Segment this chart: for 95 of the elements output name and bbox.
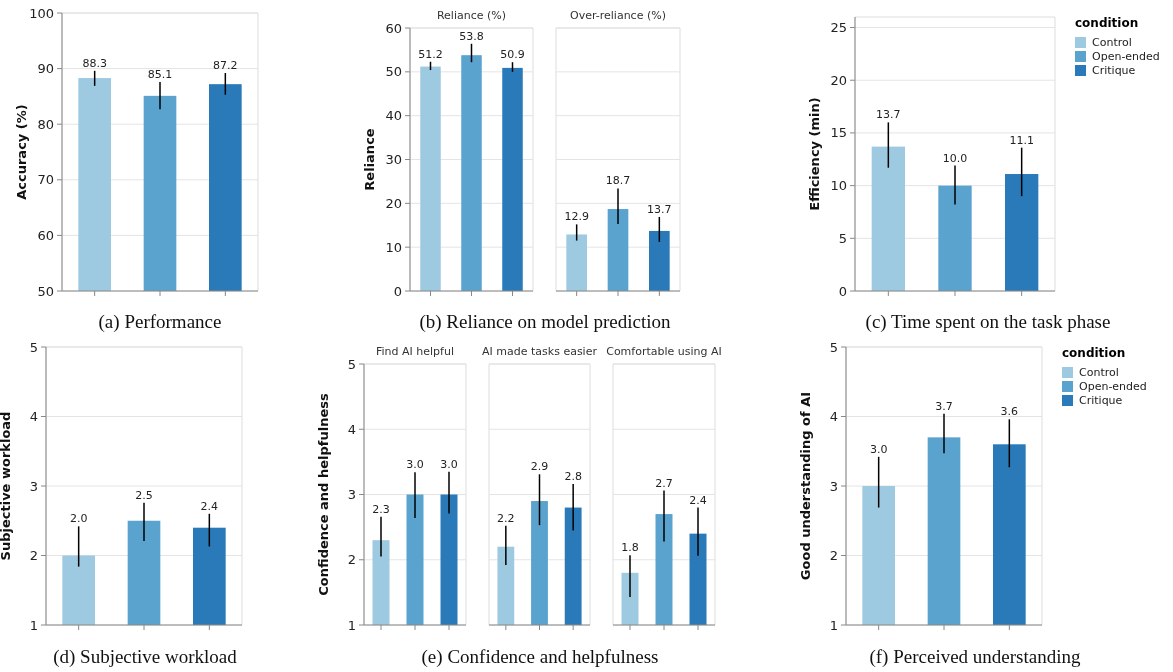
y-tick-label: 20 [830, 72, 847, 88]
data-label: 2.9 [530, 460, 549, 474]
text: (b) Reliance on model prediction [419, 311, 672, 333]
text: (f) Perceived understanding [869, 646, 1082, 668]
y-tick-label: 1 [347, 617, 356, 633]
data-label: 2.4 [200, 499, 219, 513]
y-axis-title: Efficiency (min) [807, 97, 822, 211]
legend-title: condition [1062, 345, 1126, 360]
legend-label: Control [1079, 366, 1119, 380]
y-tick-label: 2 [29, 548, 38, 564]
y-tick-label: 15 [830, 125, 847, 141]
y-tick-label: 20 [385, 195, 402, 211]
y-tick-label: 2 [829, 548, 838, 564]
x-tick-label: AI made tasks easier [482, 345, 598, 358]
y-tick-label: 70 [37, 172, 54, 188]
data-label: 2.7 [655, 476, 673, 490]
y-tick-label: 1 [829, 617, 838, 633]
data-label: 3.0 [440, 457, 458, 471]
y-tick-label: 30 [385, 152, 402, 168]
data-label: 10.0 [942, 151, 968, 165]
data-label: 2.8 [564, 470, 582, 484]
y-tick-label: 10 [385, 239, 402, 255]
text: (a) Performance [98, 311, 222, 333]
y-tick-label: 0 [838, 283, 847, 299]
data-label: 2.5 [135, 488, 153, 502]
y-tick-label: 2 [347, 552, 356, 568]
legend-label: Open-ended [1092, 50, 1160, 64]
bar [871, 146, 905, 291]
y-tick-label: 4 [29, 409, 38, 425]
bar [938, 185, 972, 291]
data-label: 85.1 [147, 67, 173, 81]
y-tick-label: 4 [829, 409, 838, 425]
data-label: 2.0 [69, 512, 88, 526]
x-tick-label: Find AI helpful [376, 345, 454, 358]
y-tick-label: 10 [830, 178, 847, 194]
data-label: 3.7 [935, 399, 953, 413]
y-axis-title: Subjective workload [0, 411, 13, 561]
y-tick-label: 5 [347, 356, 356, 372]
data-label: 11.1 [1009, 133, 1034, 147]
y-axis-title: Confidence and helpfulness [316, 393, 331, 596]
y-tick-label: 50 [37, 283, 54, 299]
data-label: 51.2 [418, 47, 443, 61]
y-tick-label: 25 [830, 20, 847, 36]
data-label: 18.7 [605, 174, 631, 188]
y-tick-label: 90 [37, 61, 54, 77]
bar [461, 55, 482, 291]
y-tick-label: 1 [29, 617, 38, 633]
x-tick-label: Reliance (%) [436, 9, 507, 22]
y-tick-label: 5 [29, 339, 38, 355]
x-tick-label: Comfortable using AI [606, 345, 722, 358]
y-tick-label: 4 [347, 421, 356, 437]
data-label: 1.8 [621, 541, 639, 555]
y-tick-label: 3 [347, 487, 356, 503]
data-label: 3.0 [406, 458, 424, 472]
data-label: 87.2 [213, 59, 238, 73]
text: (e) Confidence and helpfulness [421, 646, 659, 668]
data-label: 13.7 [647, 202, 672, 216]
legend-label: Critique [1079, 394, 1123, 408]
bar [649, 230, 670, 291]
legend-title: condition [1075, 15, 1139, 30]
y-tick-label: 80 [37, 116, 54, 132]
bar [1005, 174, 1039, 291]
data-label: 12.9 [564, 210, 589, 224]
data-label: 3.0 [869, 442, 888, 456]
bar [420, 66, 441, 291]
bar [566, 234, 587, 291]
data-label: 2.3 [372, 502, 390, 516]
data-label: 2.4 [689, 493, 707, 507]
y-tick-label: 0 [393, 283, 402, 299]
y-tick-label: 50 [385, 64, 402, 80]
y-tick-label: 5 [838, 230, 847, 246]
data-label: 88.3 [82, 56, 107, 70]
y-tick-label: 5 [829, 339, 838, 355]
y-tick-label: 60 [385, 20, 402, 36]
x-tick-label: Over-reliance (%) [570, 9, 666, 22]
bar [607, 209, 629, 291]
legend-label: Open-ended [1079, 380, 1147, 394]
y-tick-label: 40 [385, 108, 402, 124]
data-label: 53.8 [459, 29, 484, 43]
bar [502, 67, 523, 291]
y-tick-label: 3 [829, 478, 838, 494]
data-label: 50.9 [500, 48, 525, 62]
y-axis-title: Reliance [362, 128, 377, 191]
text: (d) Subjective workload [53, 646, 238, 668]
y-axis-title: Good understanding of AI [798, 391, 813, 581]
text: (c) Time spent on the task phase [865, 311, 1111, 333]
legend-label: Critique [1092, 64, 1136, 78]
y-tick-label: 60 [37, 227, 54, 243]
y-tick-label: 3 [29, 478, 38, 494]
y-tick-label: 100 [29, 5, 54, 21]
legend-label: Control [1092, 36, 1132, 50]
data-label: 13.7 [876, 108, 901, 122]
data-label: 3.6 [1000, 405, 1019, 419]
data-label: 2.2 [497, 511, 515, 525]
y-axis-title: Accuracy (%) [14, 104, 29, 200]
